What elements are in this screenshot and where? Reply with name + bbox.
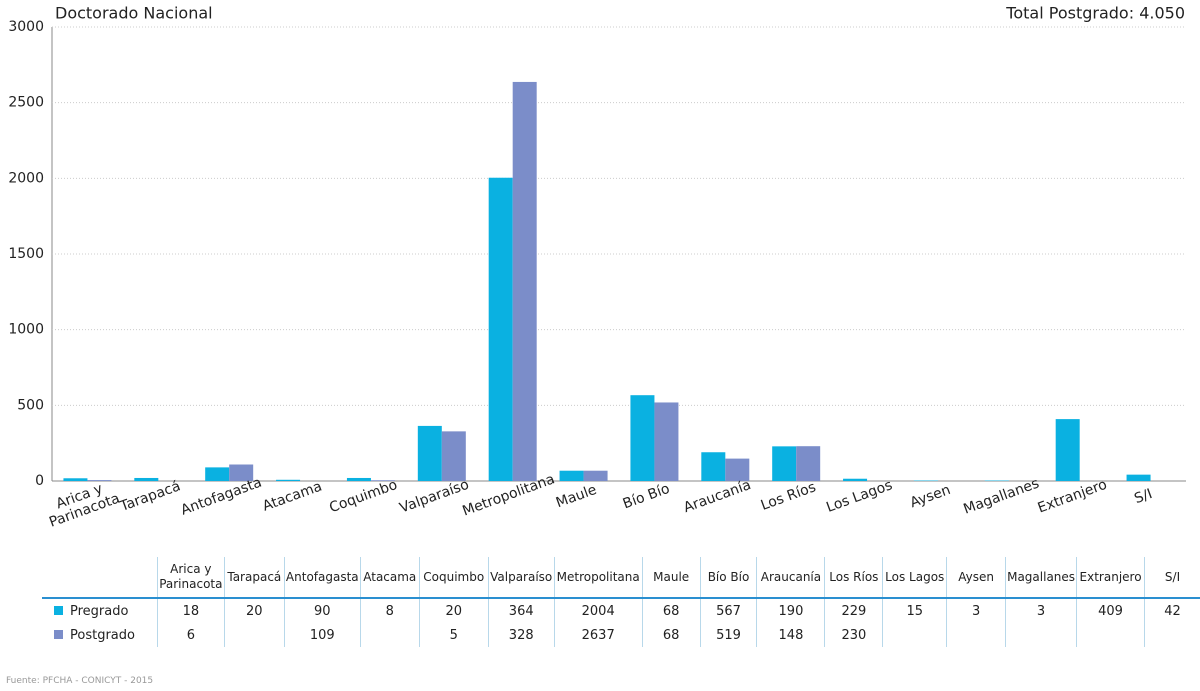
table-cell: 190 [756, 598, 825, 623]
bar [441, 431, 466, 481]
table-cell: 18 [156, 598, 225, 623]
bar [134, 477, 159, 481]
bar [630, 395, 655, 481]
bar [63, 478, 88, 481]
y-tick-label: 0 [35, 473, 44, 489]
legend-entry: Pregrado [42, 598, 157, 623]
bar [370, 480, 395, 481]
bar [796, 446, 821, 481]
table-cell [359, 623, 420, 647]
table-cell: 3 [1005, 598, 1077, 623]
bar [772, 446, 797, 481]
table-cell: 519 [699, 623, 757, 647]
bar [1055, 419, 1080, 481]
column-header: Coquimbo [418, 557, 489, 599]
table-cell [1076, 623, 1145, 647]
legend-label: Pregrado [70, 603, 129, 619]
table-cell: 364 [487, 598, 555, 623]
bar [559, 470, 584, 481]
column-header: Maule [641, 557, 701, 599]
source: Fuente: PFCHA - CONICYT - 2015 [6, 676, 154, 686]
table-cell [1144, 623, 1200, 647]
bar [1126, 474, 1151, 481]
bar [725, 458, 750, 481]
legend-swatch [54, 629, 63, 639]
column-header: Extranjero [1076, 557, 1145, 599]
bar [654, 402, 679, 481]
y-tick-label: 500 [17, 397, 44, 413]
column-header: Tarapacá [223, 557, 285, 599]
table-row: Postgrado 6 109 5 328 2637 68 519 148 230 [42, 623, 1200, 647]
table-cell: 20 [223, 598, 285, 623]
column-header: Magallanes [1005, 557, 1077, 599]
table-cell: 3 [946, 598, 1006, 623]
bar [205, 467, 230, 481]
table-cell: 90 [283, 598, 361, 623]
table-cell: 5 [418, 623, 489, 647]
table-row: Pregrado 18 20 90 8 20 364 2004 68 567 190 229 15 3 3 4… [42, 598, 1200, 623]
bar [417, 425, 442, 481]
table-cell: 229 [824, 598, 883, 623]
column-header: Antofagasta [283, 557, 361, 599]
column-header: Araucanía [756, 557, 825, 599]
column-header: Bío Bío [699, 557, 757, 599]
bar [276, 479, 301, 481]
column-header: Aysen [946, 557, 1006, 599]
table-cell [882, 623, 947, 647]
bar [229, 464, 254, 481]
column-header: Los Lagos [882, 557, 947, 599]
bar [87, 480, 112, 481]
bar [512, 81, 537, 482]
table-cell [223, 623, 285, 647]
column-header: Los Ríos [824, 557, 883, 599]
table-cell: 409 [1076, 598, 1145, 623]
table-cell: 567 [699, 598, 757, 623]
table-cell: 109 [283, 623, 361, 647]
table-cell: 42 [1144, 598, 1200, 623]
y-tick-label: 2000 [8, 170, 44, 186]
table-cell: 6 [156, 623, 225, 647]
bar [701, 452, 726, 481]
column-header: Arica y Parinacota [156, 557, 225, 599]
column-header: Metropolitana [553, 557, 643, 599]
bar [346, 477, 371, 481]
annotation: Total Postgrado: 4.050 [1005, 4, 1185, 23]
y-tick-label: 2500 [8, 95, 44, 111]
table-cell [1005, 623, 1077, 647]
table-cell: 8 [359, 598, 420, 623]
legend-swatch [54, 605, 63, 615]
table-cell: 68 [641, 598, 701, 623]
table-cell: 230 [824, 623, 883, 647]
table-cell: 2637 [553, 623, 643, 647]
y-tick-label: 3000 [8, 19, 44, 35]
legend-entry: Postgrado [42, 623, 157, 647]
table-cell: 2004 [553, 598, 643, 623]
bar [843, 478, 868, 481]
chart-title: Doctorado Nacional [55, 4, 213, 23]
table-corner [42, 557, 158, 599]
bar [488, 177, 513, 481]
column-header: Valparaíso [487, 557, 555, 599]
legend-label: Postgrado [70, 627, 135, 643]
table-cell: 15 [882, 598, 947, 623]
column-header: Atacama [359, 557, 420, 599]
table-cell [946, 623, 1006, 647]
table-cell: 20 [418, 598, 489, 623]
y-tick-label: 1500 [8, 246, 44, 262]
table-cell: 68 [641, 623, 701, 647]
bar [583, 470, 608, 481]
table-cell: 148 [756, 623, 825, 647]
data-table: Arica y Parinacota Tarapacá Antofagasta Ata… [42, 557, 1200, 647]
column-header: S/I [1144, 557, 1200, 599]
y-tick-label: 1000 [8, 322, 44, 338]
table-cell: 328 [487, 623, 555, 647]
